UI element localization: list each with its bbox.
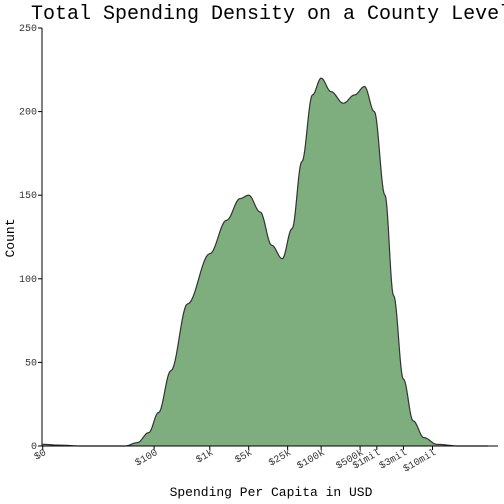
x-axis-title: Spending Per Capita in USD (170, 485, 373, 500)
y-tick-label: 150 (19, 191, 37, 202)
plot-area (42, 77, 498, 447)
density-curve (42, 77, 489, 447)
y-tick-label: 50 (25, 358, 37, 369)
chart-title: Total Spending Density on a County Level (31, 3, 504, 26)
y-axis-title: Count (3, 218, 18, 257)
y-tick-label: 0 (31, 442, 37, 453)
y-tick-label: 250 (19, 24, 37, 35)
x-tick-label: $100k (295, 447, 327, 472)
x-tick-label: $25k (267, 447, 294, 469)
x-tick-label: $5k (233, 447, 255, 466)
y-axis-ticks: 0 50 100 150 200 250 (19, 24, 42, 453)
x-tick-label: $100 (133, 447, 160, 469)
x-tick-label: $0 (32, 447, 48, 463)
y-tick-label: 100 (19, 275, 37, 286)
density-area (42, 78, 498, 446)
x-tick-label: $10mil (401, 447, 438, 475)
x-tick-label: $1k (194, 447, 216, 466)
y-tick-label: 200 (19, 108, 37, 119)
x-axis-ticks: $0 $100 $1k $5k $25k $100k $500k$1mil$3mil$10m… (32, 446, 439, 475)
